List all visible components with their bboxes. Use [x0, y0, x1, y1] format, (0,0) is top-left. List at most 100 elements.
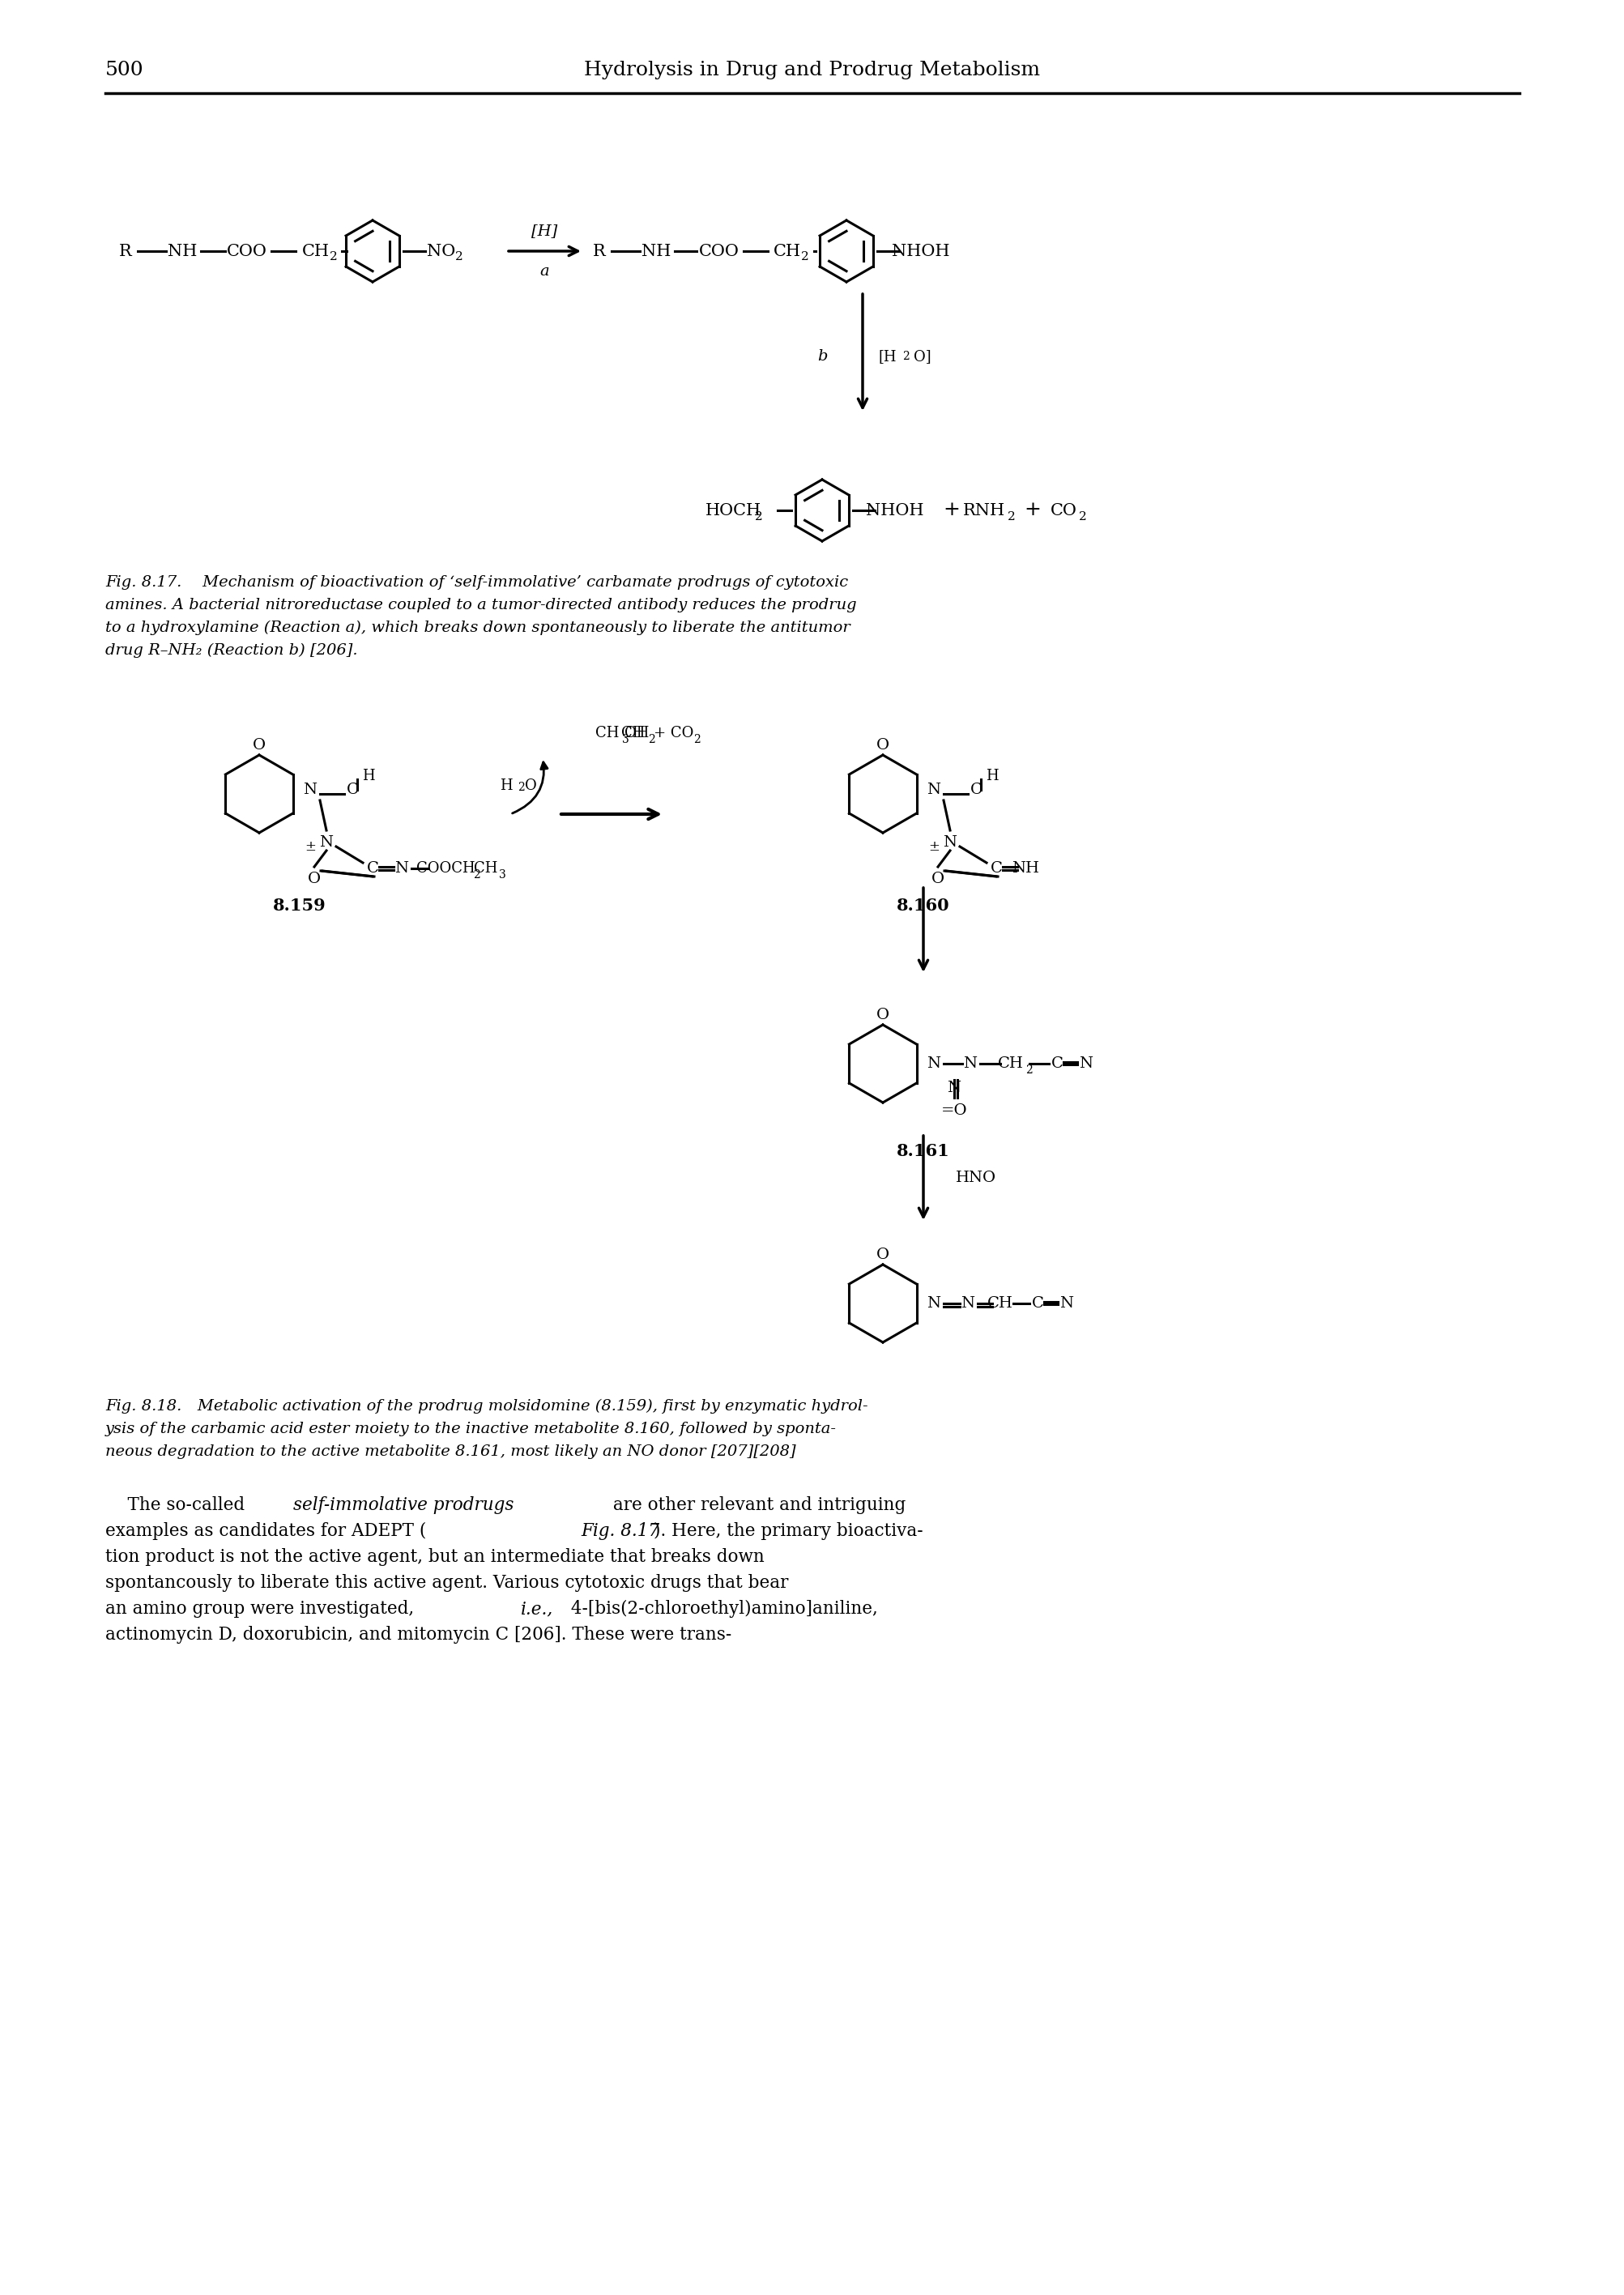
Text: neous degradation to the active metabolite 8.161, most likely an NO donor [207][: neous degradation to the active metaboli… [106, 1444, 796, 1460]
Text: self-immolative prodrugs: self-immolative prodrugs [292, 1496, 513, 1515]
Text: actinomycin D, doxorubicin, and mitomycin C [206]. These were trans-: actinomycin D, doxorubicin, and mitomyci… [106, 1625, 731, 1643]
Text: ±: ± [304, 840, 315, 854]
Text: to a hydroxylamine (Reaction a), which breaks down spontaneously to liberate the: to a hydroxylamine (Reaction a), which b… [106, 620, 849, 636]
Text: 2: 2 [801, 250, 809, 262]
Text: N: N [320, 835, 333, 849]
Text: an amino group were investigated,: an amino group were investigated, [106, 1600, 419, 1618]
Text: O: O [307, 872, 320, 886]
Text: are other relevant and intriguing: are other relevant and intriguing [607, 1496, 906, 1515]
Text: H: H [362, 769, 375, 783]
Text: drug R–NH₂ (Reaction b) [206].: drug R–NH₂ (Reaction b) [206]. [106, 643, 357, 659]
Text: O: O [875, 1248, 888, 1262]
Text: 8.161: 8.161 [896, 1143, 950, 1159]
Text: HOCH: HOCH [705, 503, 760, 519]
Text: Hydrolysis in Drug and Prodrug Metabolism: Hydrolysis in Drug and Prodrug Metabolis… [585, 60, 1039, 80]
FancyArrowPatch shape [512, 762, 547, 812]
Text: NHOH: NHOH [866, 503, 924, 519]
Text: N: N [927, 783, 940, 796]
Text: CH: CH [622, 725, 645, 741]
Text: [H: [H [879, 349, 896, 363]
Text: NH: NH [167, 243, 197, 259]
Text: examples as candidates for ADEPT (: examples as candidates for ADEPT ( [106, 1522, 425, 1540]
Text: O: O [875, 739, 888, 753]
Text: N: N [304, 783, 317, 796]
Text: N: N [960, 1297, 974, 1310]
Text: 3: 3 [499, 870, 505, 881]
Text: 2: 2 [755, 512, 763, 523]
Text: HNO: HNO [955, 1170, 996, 1184]
Text: Fig. 8.18. Metabolic activation of the prodrug molsidomine (8.159), first by enz: Fig. 8.18. Metabolic activation of the p… [106, 1400, 867, 1414]
Text: RNH: RNH [963, 503, 1005, 519]
Text: N: N [1059, 1297, 1073, 1310]
Text: CO: CO [1049, 503, 1077, 519]
Text: =O: =O [940, 1104, 966, 1118]
Text: 2: 2 [648, 734, 654, 746]
Text: R: R [119, 243, 132, 259]
Text: CH: CH [596, 725, 619, 741]
Text: N: N [395, 861, 408, 877]
Text: i.e.,: i.e., [521, 1600, 554, 1618]
Text: Fig. 8.17.  Mechanism of bioactivation of ‘self-immolative’ carbamate prodrugs o: Fig. 8.17. Mechanism of bioactivation of… [106, 576, 848, 590]
Text: OH + CO: OH + CO [625, 725, 693, 741]
Text: ). Here, the primary bioactiva-: ). Here, the primary bioactiva- [653, 1522, 922, 1540]
Text: H: H [500, 778, 512, 794]
Text: spontancously to liberate this active agent. Various cytotoxic drugs that bear: spontancously to liberate this active ag… [106, 1574, 788, 1593]
Text: 2: 2 [473, 870, 479, 881]
Text: N: N [944, 835, 957, 849]
Text: COO: COO [698, 243, 739, 259]
Text: NO: NO [427, 243, 455, 259]
Text: C: C [970, 783, 981, 796]
Text: N: N [1078, 1056, 1093, 1072]
Text: The so-called: The so-called [106, 1496, 250, 1515]
Text: C: C [346, 783, 359, 796]
Text: 2: 2 [1025, 1065, 1031, 1076]
Text: N: N [963, 1056, 976, 1072]
Text: O: O [525, 778, 536, 794]
Text: 2: 2 [1007, 512, 1015, 523]
Text: COOCH: COOCH [416, 861, 474, 877]
Text: 8.160: 8.160 [896, 897, 950, 913]
Text: 3: 3 [622, 734, 628, 746]
Text: ysis of the carbamic acid ester moiety to the inactive metabolite 8.160, followe: ysis of the carbamic acid ester moiety t… [106, 1421, 836, 1437]
Text: 2: 2 [1078, 512, 1086, 523]
Text: NH: NH [1012, 861, 1039, 877]
Text: O]: O] [913, 349, 931, 363]
Text: CH: CH [773, 243, 801, 259]
Text: C: C [989, 861, 1002, 877]
Text: 2: 2 [901, 351, 909, 363]
Text: N: N [927, 1297, 940, 1310]
Text: C: C [1051, 1056, 1062, 1072]
Text: R: R [593, 243, 606, 259]
Text: +: + [1023, 500, 1041, 519]
Text: 500: 500 [106, 60, 145, 80]
Text: +: + [944, 500, 960, 519]
Text: N: N [947, 1081, 960, 1095]
Text: amines. A bacterial nitroreductase coupled to a tumor-directed antibody reduces : amines. A bacterial nitroreductase coupl… [106, 599, 856, 613]
Text: ±: ± [927, 840, 939, 854]
Text: b: b [817, 349, 827, 363]
Text: N: N [927, 1056, 940, 1072]
Text: 2: 2 [455, 250, 463, 262]
Text: [H]: [H] [531, 223, 557, 239]
Text: NHOH: NHOH [892, 243, 950, 259]
Text: 2: 2 [693, 734, 700, 746]
Text: 2: 2 [516, 783, 525, 794]
Text: O: O [875, 1008, 888, 1021]
Text: Fig. 8.17: Fig. 8.17 [580, 1522, 659, 1540]
Text: H: H [986, 769, 999, 783]
Text: CH: CH [997, 1056, 1023, 1072]
Text: 2: 2 [330, 250, 338, 262]
Text: 8.159: 8.159 [273, 897, 326, 913]
Text: COO: COO [227, 243, 266, 259]
Text: NH: NH [641, 243, 671, 259]
Text: CH: CH [302, 243, 330, 259]
Text: O: O [253, 739, 266, 753]
Text: 4-[bis(2-chloroethyl)amino]aniline,: 4-[bis(2-chloroethyl)amino]aniline, [565, 1600, 877, 1618]
Text: O: O [931, 872, 944, 886]
Text: CH: CH [987, 1297, 1013, 1310]
Text: tion product is not the active agent, but an intermediate that breaks down: tion product is not the active agent, bu… [106, 1549, 763, 1565]
Text: a: a [539, 264, 549, 278]
Text: C: C [1031, 1297, 1043, 1310]
Text: C: C [367, 861, 378, 877]
Text: CH: CH [474, 861, 497, 877]
